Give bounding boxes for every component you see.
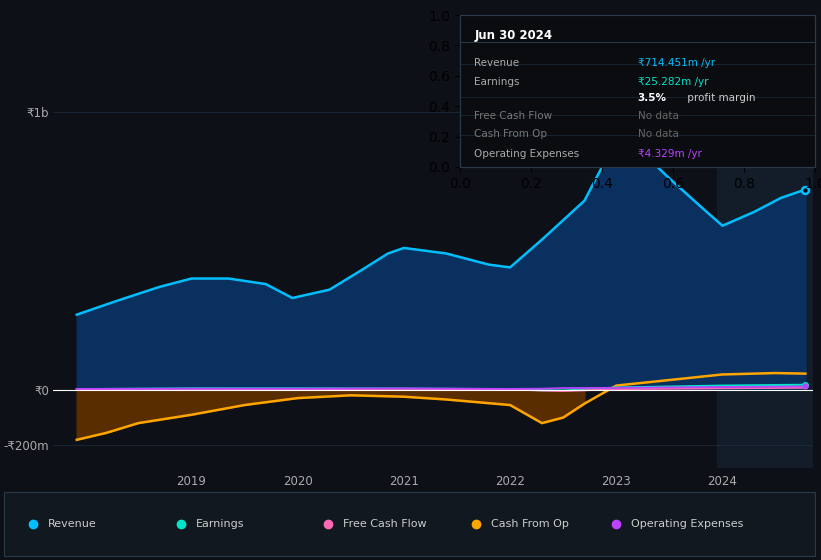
Text: Free Cash Flow: Free Cash Flow	[475, 111, 553, 121]
Text: No data: No data	[637, 111, 678, 121]
Text: Operating Expenses: Operating Expenses	[631, 519, 743, 529]
Text: Jun 30 2024: Jun 30 2024	[475, 29, 553, 41]
Text: Cash From Op: Cash From Op	[475, 129, 548, 139]
Text: Free Cash Flow: Free Cash Flow	[343, 519, 427, 529]
Text: Operating Expenses: Operating Expenses	[475, 149, 580, 159]
FancyBboxPatch shape	[4, 492, 815, 557]
Bar	[718, 70, 813, 468]
Text: ₹714.451m /yr: ₹714.451m /yr	[637, 58, 714, 68]
Text: Revenue: Revenue	[48, 519, 96, 529]
Text: Earnings: Earnings	[475, 77, 520, 87]
Text: ₹25.282m /yr: ₹25.282m /yr	[637, 77, 708, 87]
Text: 3.5%: 3.5%	[637, 92, 667, 102]
Text: No data: No data	[637, 129, 678, 139]
Text: Cash From Op: Cash From Op	[491, 519, 569, 529]
Text: profit margin: profit margin	[684, 92, 755, 102]
Text: Revenue: Revenue	[475, 58, 520, 68]
Text: ₹4.329m /yr: ₹4.329m /yr	[637, 149, 701, 159]
Text: Earnings: Earnings	[195, 519, 244, 529]
